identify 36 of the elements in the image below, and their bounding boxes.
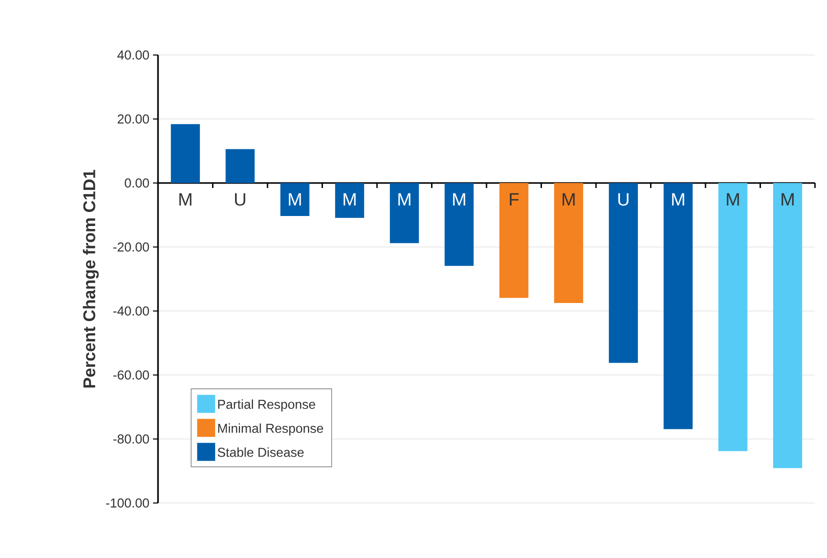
bar bbox=[390, 182, 419, 244]
y-tick-label: 0.00 bbox=[124, 178, 149, 188]
x-tick-label: M bbox=[726, 193, 739, 206]
y-tick-label: -20.00 bbox=[113, 242, 149, 252]
x-tick-label: U bbox=[618, 193, 628, 206]
y-tick-label: -60.00 bbox=[113, 370, 149, 380]
y-tick-label: 40.00 bbox=[117, 50, 149, 60]
bar bbox=[718, 182, 748, 452]
bar bbox=[554, 182, 584, 303]
x-tick-label: F bbox=[510, 193, 519, 206]
bar bbox=[280, 182, 310, 216]
bar bbox=[444, 182, 474, 266]
bar bbox=[608, 182, 638, 363]
bar bbox=[773, 182, 802, 468]
y-axis-title: Percent Change from C1D1 bbox=[82, 170, 99, 388]
x-tick-label: M bbox=[398, 193, 410, 206]
bar bbox=[226, 149, 255, 183]
bar bbox=[664, 182, 693, 430]
y-tick-label: -40.00 bbox=[113, 306, 149, 316]
legend-label: Stable Disease bbox=[218, 447, 304, 457]
bar bbox=[335, 182, 364, 218]
x-tick-label: M bbox=[344, 193, 356, 206]
x-tick-label: M bbox=[179, 193, 192, 206]
x-tick-label: M bbox=[288, 193, 301, 206]
legend-label: Minimal Response bbox=[218, 423, 324, 436]
bar bbox=[170, 124, 200, 183]
x-tick-label: U bbox=[235, 193, 246, 206]
legend-label: Partial Response bbox=[218, 399, 316, 412]
bar bbox=[499, 182, 528, 298]
y-tick-label: -100.00 bbox=[106, 498, 149, 508]
y-tick-label: -80.00 bbox=[113, 434, 149, 444]
y-tick-label: 20.00 bbox=[118, 114, 149, 124]
x-tick-label: M bbox=[562, 193, 575, 206]
x-tick-label: M bbox=[782, 193, 794, 206]
x-tick-label: M bbox=[453, 193, 466, 206]
x-tick-label: M bbox=[672, 193, 684, 206]
